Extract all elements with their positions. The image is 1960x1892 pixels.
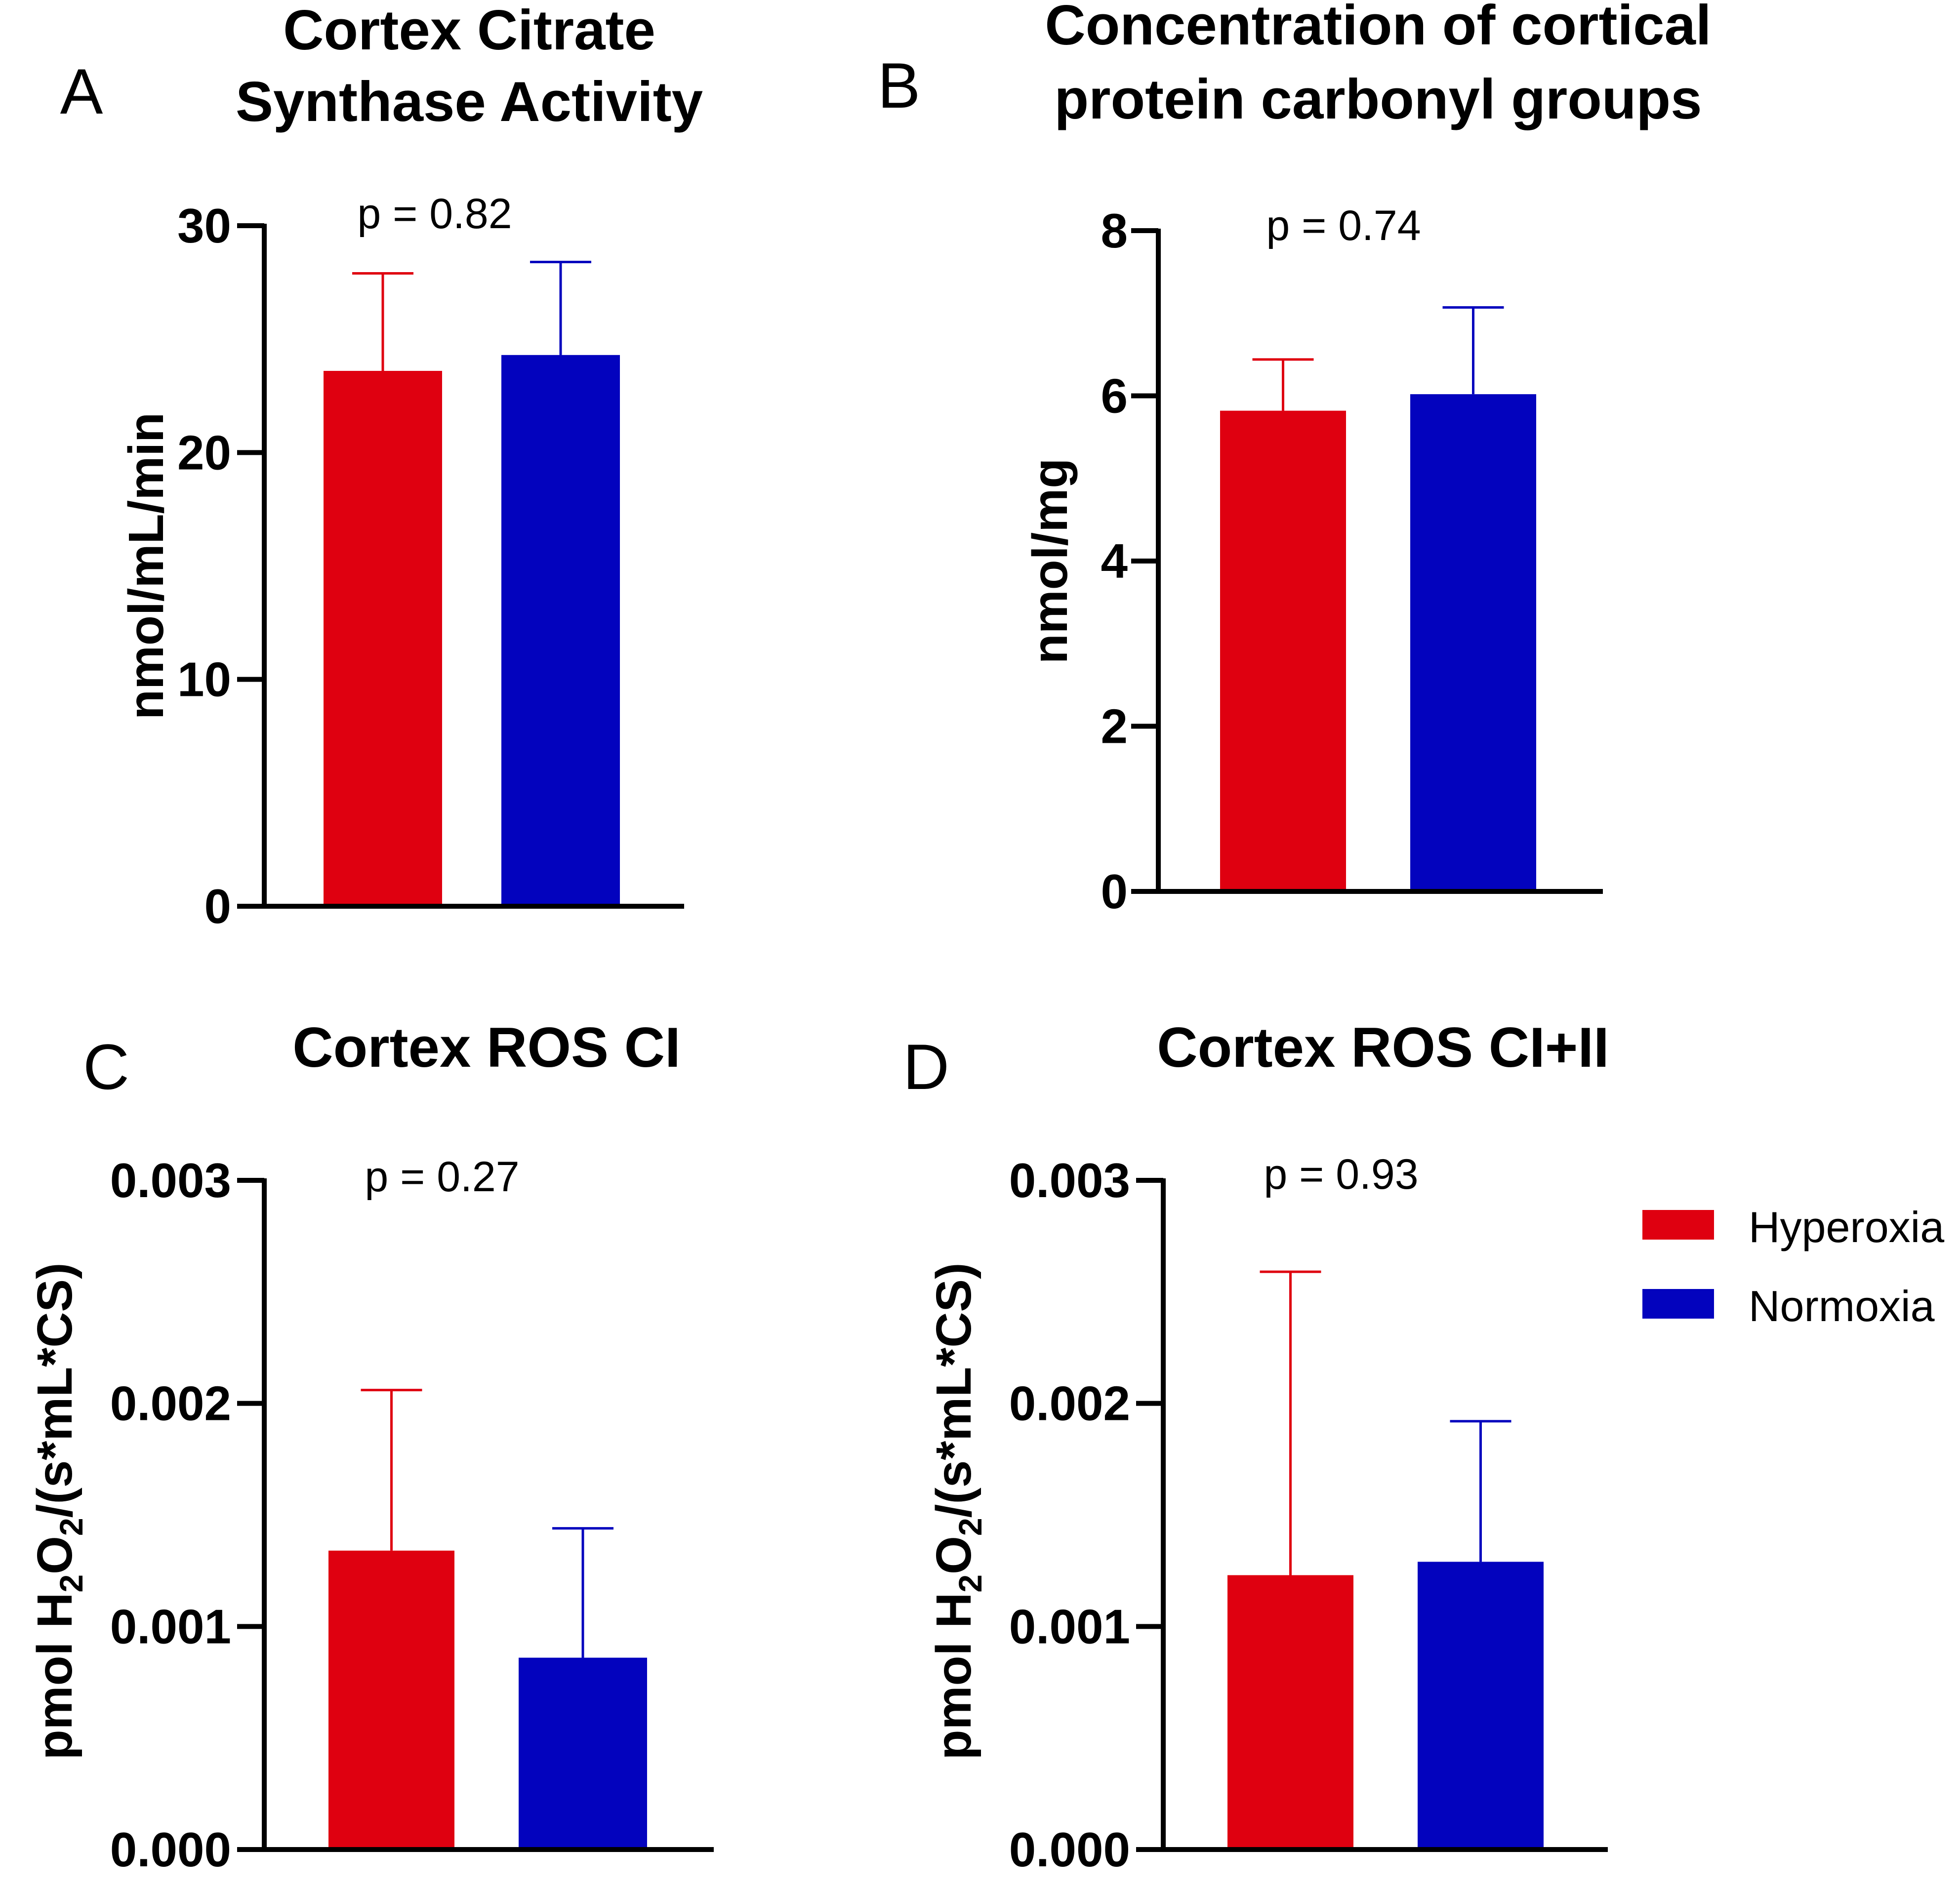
y-tick-label: 8 (1101, 203, 1128, 258)
bar-hyperoxia (328, 1550, 454, 1850)
chart-title: Cortex ROS CI+II (1157, 1016, 1609, 1079)
y-tick-label: 0 (1101, 864, 1128, 919)
panel-letter: B (878, 49, 921, 121)
legend-label-hyperoxia: Hyperoxia (1749, 1203, 1944, 1251)
bar-normoxia (1410, 394, 1536, 891)
chart-title: Cortex ROS CI (292, 1016, 680, 1079)
bar-normoxia (1418, 1562, 1544, 1850)
chart-title: Cortex Citrate (283, 0, 655, 62)
y-tick-label: 4 (1101, 534, 1128, 588)
chart-panel-c: C Cortex ROS CI 0.000 0.001 0.002 0.003 pmol H… (27, 1016, 714, 1877)
y-tick-label: 10 (177, 652, 231, 707)
y-tick-label: 0.001 (1009, 1599, 1130, 1653)
chart-title: Synthase Activity (236, 71, 703, 133)
y-axis-label: nmol/mL/min (119, 412, 174, 720)
bar-hyperoxia (1227, 1575, 1353, 1850)
y-tick-label: 30 (177, 199, 231, 253)
chart-panel-a: A Cortex Citrate Synthase Activity 0 10 20 30 n… (60, 0, 703, 933)
y-tick-label: 0.000 (1009, 1822, 1130, 1877)
y-tick-label: 0.002 (110, 1376, 231, 1431)
bar-hyperoxia (324, 370, 442, 906)
p-value-label: p = 0.27 (365, 1153, 519, 1201)
y-axis-label: pmol H2O2/(s*mL*CS) (926, 1263, 988, 1760)
chart-title: protein carbonyl groups (1054, 68, 1702, 131)
legend: Hyperoxia Normoxia (1642, 1203, 1944, 1330)
legend-swatch-normoxia (1642, 1289, 1714, 1319)
y-axis-label: pmol H2O2/(s*mL*CS) (27, 1263, 89, 1760)
y-tick-label: 0.003 (1009, 1153, 1130, 1208)
y-tick-label: 0.001 (110, 1599, 231, 1653)
chart-panel-b: B Concentration of cortical protein carbon… (878, 0, 1712, 919)
p-value-label: p = 0.93 (1264, 1151, 1418, 1198)
y-tick-label: 2 (1101, 699, 1128, 754)
p-value-label: p = 0.74 (1266, 202, 1421, 249)
y-axis-label: nmol/mg (1022, 458, 1078, 664)
y-tick-label: 0.003 (110, 1153, 231, 1208)
bar-hyperoxia (1220, 410, 1346, 891)
legend-label-normoxia: Normoxia (1749, 1282, 1935, 1330)
bar-normoxia (501, 355, 620, 906)
chart-title: Concentration of cortical (1045, 0, 1711, 57)
y-tick-label: 0 (204, 879, 231, 933)
panel-letter: D (903, 1031, 949, 1103)
legend-swatch-hyperoxia (1642, 1210, 1714, 1240)
panel-letter: C (83, 1031, 129, 1103)
panel-letter: A (60, 55, 103, 127)
y-tick-label: 6 (1101, 369, 1128, 423)
p-value-label: p = 0.82 (357, 190, 512, 238)
chart-panel-d: D Cortex ROS CI+II 0.000 0.001 0.002 0.003 pmo… (903, 1016, 1609, 1877)
y-tick-label: 0.002 (1009, 1376, 1130, 1431)
bar-normoxia (519, 1657, 647, 1850)
y-tick-label: 0.000 (110, 1822, 231, 1877)
y-tick-label: 20 (177, 425, 231, 480)
